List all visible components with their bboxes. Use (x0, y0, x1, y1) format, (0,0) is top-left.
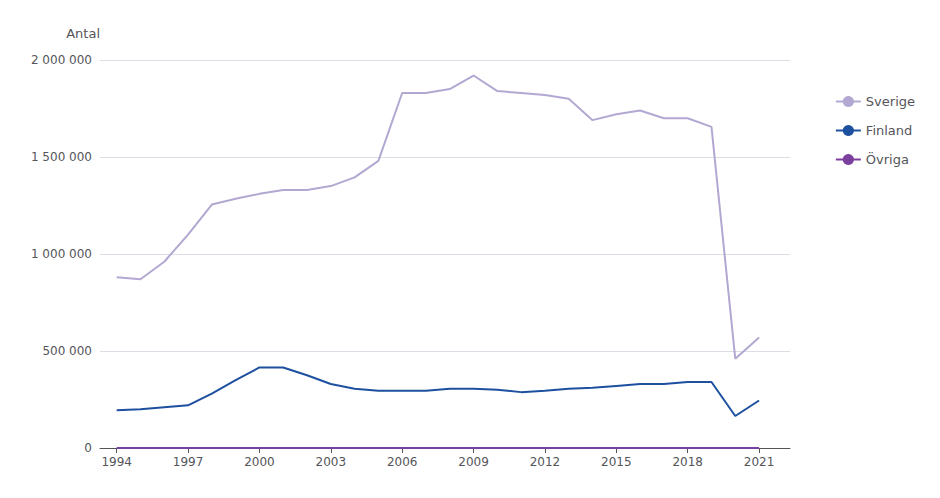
svg-text:500 000: 500 000 (42, 344, 92, 358)
svg-text:Antal: Antal (66, 26, 100, 41)
svg-text:1997: 1997 (173, 455, 204, 469)
svg-text:2006: 2006 (387, 455, 418, 469)
svg-text:Finland: Finland (866, 123, 912, 138)
svg-text:2003: 2003 (316, 455, 347, 469)
svg-text:2000: 2000 (244, 455, 275, 469)
svg-text:Övriga: Övriga (866, 151, 909, 167)
svg-text:2021: 2021 (744, 455, 775, 469)
svg-text:2018: 2018 (672, 455, 703, 469)
svg-text:Sverige: Sverige (866, 94, 915, 109)
svg-text:1994: 1994 (101, 455, 132, 469)
svg-text:1 500 000: 1 500 000 (31, 150, 92, 164)
svg-text:2015: 2015 (601, 455, 632, 469)
svg-text:2009: 2009 (458, 455, 489, 469)
svg-text:0: 0 (84, 441, 92, 455)
svg-text:2 000 000: 2 000 000 (31, 53, 92, 67)
svg-text:2012: 2012 (530, 455, 561, 469)
svg-text:1 000 000: 1 000 000 (31, 247, 92, 261)
